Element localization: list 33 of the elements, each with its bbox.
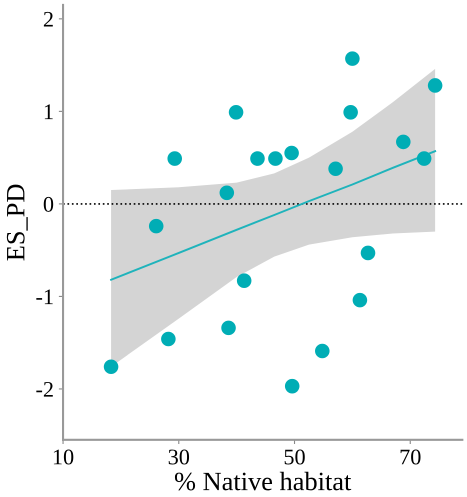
point [221, 320, 236, 336]
point [284, 378, 300, 394]
point [148, 218, 164, 234]
point [167, 151, 182, 166]
point [428, 78, 442, 93]
x-tick-label: 30 [168, 450, 190, 465]
x-axis-title: % Native habitat [174, 472, 352, 490]
line-series [110, 150, 436, 281]
x-tick-label: 10 [54, 450, 74, 465]
point [360, 246, 376, 260]
point [104, 359, 118, 374]
y-tick-label: 1 [44, 104, 53, 120]
point [328, 161, 343, 176]
point [220, 186, 234, 200]
point [236, 273, 252, 288]
point [268, 151, 283, 166]
y-axis-title: ES_PD [6, 184, 28, 261]
y-tick-label: 2 [44, 12, 53, 27]
point [352, 292, 368, 308]
point [250, 151, 265, 166]
point [343, 105, 358, 120]
point [284, 146, 299, 160]
y-tick-label: 0 [44, 196, 54, 212]
point [416, 151, 432, 166]
point [345, 51, 360, 66]
x-tick-label: 70 [400, 450, 421, 465]
point [396, 134, 411, 150]
point [228, 105, 244, 120]
x-tick-label: 50 [284, 450, 305, 465]
point [315, 344, 330, 358]
y-tick-label: -2 [36, 382, 53, 397]
y-tick-label: -1 [36, 289, 53, 304]
point [161, 332, 176, 346]
